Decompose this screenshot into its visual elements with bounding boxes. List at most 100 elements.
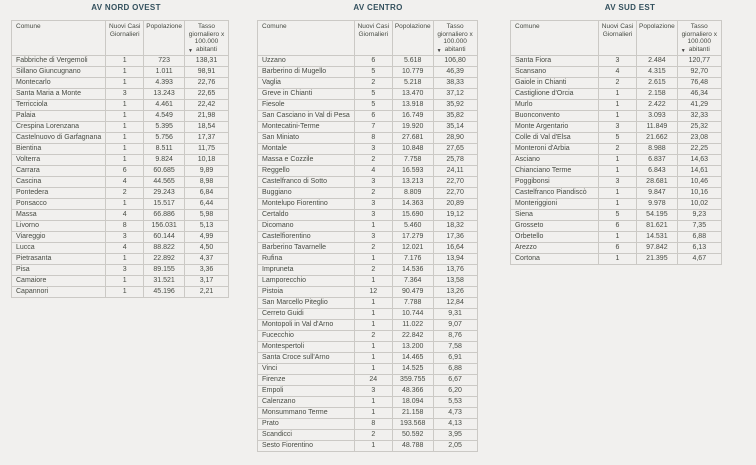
- table-row[interactable]: Fiesole 5 13.918 35,92: [257, 99, 478, 111]
- table-row[interactable]: Palaia 1 4.549 21,98: [10, 110, 230, 122]
- table-row[interactable]: Pistoia 12 90.479 13,26: [257, 286, 478, 298]
- table-row[interactable]: Montopoli in Val d'Arno 1 11.022 9,07: [257, 319, 478, 331]
- table-row[interactable]: Montale 3 10.848 27,65: [257, 143, 478, 155]
- comune-cell[interactable]: Pontedera: [10, 187, 107, 199]
- table-row[interactable]: Montelupo Fiorentino 3 14.363 20,89: [257, 198, 478, 210]
- comune-cell[interactable]: Arezzo: [510, 242, 599, 254]
- table-row[interactable]: Scandicci 2 50.592 3,95: [257, 429, 478, 441]
- column-header-nuovi-casi[interactable]: Nuovi Casi Giornalieri: [105, 20, 145, 56]
- table-row[interactable]: Orbetello 1 14.531 6,88: [510, 231, 722, 243]
- comune-cell[interactable]: Pistoia: [257, 286, 355, 298]
- comune-cell[interactable]: Prato: [257, 418, 355, 430]
- table-row[interactable]: Siena 5 54.195 9,23: [510, 209, 722, 221]
- table-row[interactable]: San Marcello Piteglio 1 7.788 12,84: [257, 297, 478, 309]
- table-row[interactable]: Chianciano Terme 1 6.843 14,61: [510, 165, 722, 177]
- comune-cell[interactable]: Cascina: [10, 176, 107, 188]
- column-header-popolazione[interactable]: Popolazione: [391, 20, 434, 56]
- comune-cell[interactable]: Massa: [10, 209, 107, 221]
- table-row[interactable]: Sillano Giuncugnano 1 1.011 98,91: [10, 66, 230, 78]
- comune-cell[interactable]: Cortona: [510, 253, 599, 265]
- table-row[interactable]: Castelfranco di Sotto 3 13.213 22,70: [257, 176, 478, 188]
- comune-cell[interactable]: Bientina: [10, 143, 107, 155]
- table-row[interactable]: Scansano 4 4.315 92,70: [510, 66, 722, 78]
- comune-cell[interactable]: Santa Fiora: [510, 55, 599, 67]
- table-row[interactable]: Castelnuovo di Garfagnana 1 5.756 17,37: [10, 132, 230, 144]
- table-row[interactable]: Impruneta 2 14.536 13,76: [257, 264, 478, 276]
- comune-cell[interactable]: Montale: [257, 143, 355, 155]
- comune-cell[interactable]: Monteriggioni: [510, 198, 599, 210]
- comune-cell[interactable]: Vaglia: [257, 77, 355, 89]
- comune-cell[interactable]: Livorno: [10, 220, 107, 232]
- table-row[interactable]: Carrara 6 60.685 9,89: [10, 165, 230, 177]
- table-row[interactable]: Arezzo 6 97.842 6,13: [510, 242, 722, 254]
- table-row[interactable]: Barberino Tavarnelle 2 12.021 16,64: [257, 242, 478, 254]
- comune-cell[interactable]: Asciano: [510, 154, 599, 166]
- table-row[interactable]: Castelfiorentino 3 17.279 17,36: [257, 231, 478, 243]
- comune-cell[interactable]: Buonconvento: [510, 110, 599, 122]
- table-row[interactable]: Poggibonsi 3 28.681 10,46: [510, 176, 722, 188]
- comune-cell[interactable]: Lamporecchio: [257, 275, 355, 287]
- comune-cell[interactable]: Grosseto: [510, 220, 599, 232]
- comune-cell[interactable]: Fucecchio: [257, 330, 355, 342]
- table-row[interactable]: Santa Fiora 3 2.484 120,77: [510, 55, 722, 67]
- comune-cell[interactable]: Sillano Giuncugnano: [10, 66, 107, 78]
- table-row[interactable]: Monteroni d'Arbia 2 8.988 22,25: [510, 143, 722, 155]
- comune-cell[interactable]: Colle di Val d'Elsa: [510, 132, 599, 144]
- table-row[interactable]: Monte Argentario 3 11.849 25,32: [510, 121, 722, 133]
- comune-cell[interactable]: Monte Argentario: [510, 121, 599, 133]
- table-row[interactable]: Pietrasanta 1 22.892 4,37: [10, 253, 230, 265]
- comune-cell[interactable]: Sesto Fiorentino: [257, 440, 355, 452]
- comune-cell[interactable]: Reggello: [257, 165, 355, 177]
- comune-cell[interactable]: Capannori: [10, 286, 107, 298]
- table-row[interactable]: San Casciano in Val di Pesa 6 16.749 35,82: [257, 110, 478, 122]
- comune-cell[interactable]: Scansano: [510, 66, 599, 78]
- comune-cell[interactable]: Cerreto Guidi: [257, 308, 355, 320]
- table-row[interactable]: Cortona 1 21.395 4,67: [510, 253, 722, 265]
- comune-cell[interactable]: Firenze: [257, 374, 355, 386]
- column-header-comune[interactable]: Comune: [257, 20, 355, 56]
- comune-cell[interactable]: Monsummano Terme: [257, 407, 355, 419]
- table-row[interactable]: Reggello 4 16.593 24,11: [257, 165, 478, 177]
- column-header-popolazione[interactable]: Popolazione: [143, 20, 186, 56]
- comune-cell[interactable]: Rufina: [257, 253, 355, 265]
- table-row[interactable]: Montecatini-Terme 7 19.920 35,14: [257, 121, 478, 133]
- table-row[interactable]: Fucecchio 2 22.842 8,76: [257, 330, 478, 342]
- comune-cell[interactable]: Greve in Chianti: [257, 88, 355, 100]
- comune-cell[interactable]: Carrara: [10, 165, 107, 177]
- table-row[interactable]: Camaiore 1 31.521 3,17: [10, 275, 230, 287]
- table-row[interactable]: Viareggio 3 60.144 4,99: [10, 231, 230, 243]
- comune-cell[interactable]: Impruneta: [257, 264, 355, 276]
- comune-cell[interactable]: Vinci: [257, 363, 355, 375]
- comune-cell[interactable]: Crespina Lorenzana: [10, 121, 107, 133]
- comune-cell[interactable]: Barberino Tavarnelle: [257, 242, 355, 254]
- comune-cell[interactable]: Pisa: [10, 264, 107, 276]
- table-row[interactable]: Massa 4 66.886 5,98: [10, 209, 230, 221]
- table-row[interactable]: Certaldo 3 15.690 19,12: [257, 209, 478, 221]
- table-row[interactable]: Santa Croce sull'Arno 1 14.465 6,91: [257, 352, 478, 364]
- comune-cell[interactable]: San Marcello Piteglio: [257, 297, 355, 309]
- comune-cell[interactable]: Santa Croce sull'Arno: [257, 352, 355, 364]
- table-row[interactable]: Montecarlo 1 4.393 22,76: [10, 77, 230, 89]
- table-row[interactable]: Cerreto Guidi 1 10.744 9,31: [257, 308, 478, 320]
- comune-cell[interactable]: Viareggio: [10, 231, 107, 243]
- comune-cell[interactable]: Fiesole: [257, 99, 355, 111]
- column-header-comune[interactable]: Comune: [10, 20, 107, 56]
- comune-cell[interactable]: Barberino di Mugello: [257, 66, 355, 78]
- table-row[interactable]: Livorno 8 156.031 5,13: [10, 220, 230, 232]
- table-row[interactable]: Lucca 4 88.822 4,50: [10, 242, 230, 254]
- comune-cell[interactable]: Dicomano: [257, 220, 355, 232]
- table-row[interactable]: Capannori 1 45.196 2,21: [10, 286, 230, 298]
- table-row[interactable]: Empoli 3 48.366 6,20: [257, 385, 478, 397]
- comune-cell[interactable]: Santa Maria a Monte: [10, 88, 107, 100]
- column-header-tasso[interactable]: Tasso giornaliero x 100.000 abitanti ▼: [432, 20, 478, 56]
- column-header-popolazione[interactable]: Popolazione: [636, 20, 678, 56]
- comune-cell[interactable]: Castiglione d'Orcia: [510, 88, 599, 100]
- table-row[interactable]: Crespina Lorenzana 1 5.395 18,54: [10, 121, 230, 133]
- comune-cell[interactable]: Montespertoli: [257, 341, 355, 353]
- comune-cell[interactable]: Chianciano Terme: [510, 165, 599, 177]
- table-row[interactable]: Pontedera 2 29.243 6,84: [10, 187, 230, 199]
- table-row[interactable]: Colle di Val d'Elsa 5 21.662 23,08: [510, 132, 722, 144]
- table-row[interactable]: Vinci 1 14.525 6,88: [257, 363, 478, 375]
- comune-cell[interactable]: Massa e Cozzile: [257, 154, 355, 166]
- table-row[interactable]: Prato 8 193.568 4,13: [257, 418, 478, 430]
